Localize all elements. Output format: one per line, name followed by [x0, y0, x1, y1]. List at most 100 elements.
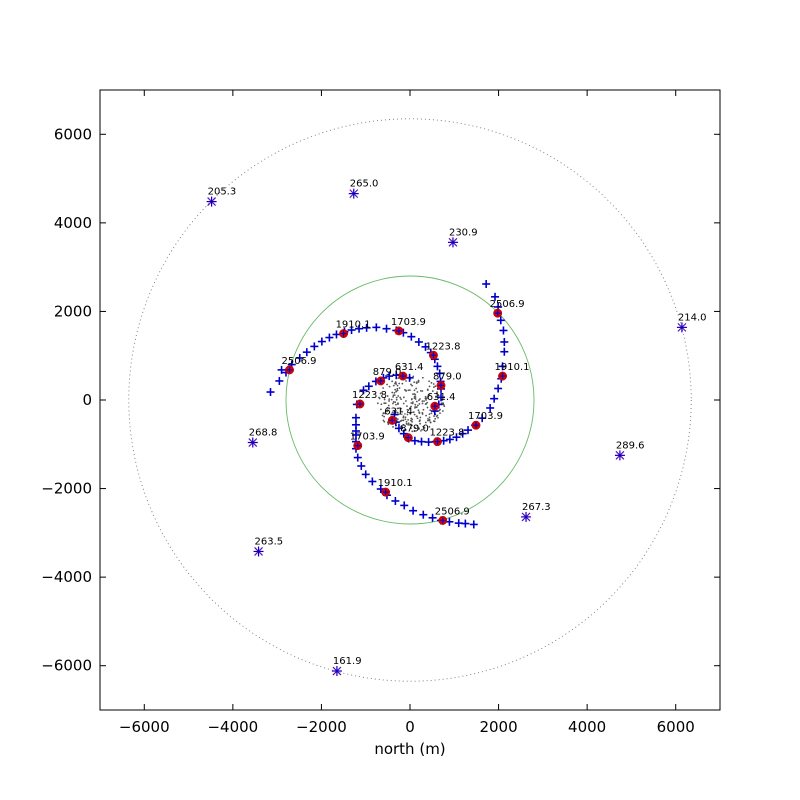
core-point — [392, 384, 395, 387]
core-point — [376, 402, 379, 405]
highlight-point-label: 1910.1 — [336, 320, 371, 331]
core-point — [406, 413, 409, 416]
core-point — [401, 419, 403, 422]
arm-point — [498, 362, 507, 371]
arm-point — [355, 324, 364, 333]
y-tick-label: 0 — [82, 391, 92, 409]
arm-point — [382, 324, 391, 333]
core-point — [433, 415, 435, 417]
core-point — [442, 402, 444, 404]
core-point — [392, 394, 395, 397]
core-point — [416, 424, 419, 427]
arm-point — [496, 316, 505, 325]
core-point — [409, 407, 411, 410]
core-point — [383, 398, 386, 401]
core-point — [402, 424, 405, 426]
core-point — [414, 403, 417, 406]
core-point — [419, 389, 422, 392]
core-point — [393, 394, 396, 397]
arm-point — [464, 426, 473, 435]
core-point — [415, 382, 418, 384]
core-point — [405, 400, 407, 402]
core-point — [397, 395, 400, 397]
core-point — [386, 409, 389, 412]
x-tick-label: 4000 — [568, 718, 606, 736]
core-point — [416, 417, 419, 420]
core-point — [416, 404, 419, 407]
core-point — [421, 428, 423, 431]
plot-area: 2506.91910.11703.91223.8879.0631.41703.9… — [128, 118, 707, 682]
highlight-point-label: 1703.9 — [350, 432, 385, 443]
core-point — [411, 384, 414, 387]
highlight-point-label: 631.4 — [384, 406, 413, 417]
core-point — [411, 418, 414, 421]
core-point — [429, 421, 432, 424]
highlight-point-label: 2506.9 — [435, 506, 470, 517]
core-point — [413, 397, 416, 400]
core-point — [393, 391, 396, 394]
core-point — [404, 429, 407, 432]
core-point — [396, 387, 399, 390]
arm-point — [414, 337, 423, 346]
axes: −6000 −4000 −2000 0 2000 4000 6000 −6000 −4000 −2… — [41, 90, 720, 736]
highlight-point-marker — [405, 434, 412, 441]
highlight-point-marker — [340, 330, 347, 337]
arm-point — [317, 337, 326, 346]
core-point — [384, 412, 387, 415]
arm-point — [361, 470, 370, 479]
core-point — [424, 403, 427, 405]
core-point — [395, 398, 398, 401]
arm-point — [461, 519, 470, 528]
core-point — [431, 390, 434, 392]
arm-point — [410, 436, 419, 445]
highlight-point-marker — [431, 403, 438, 410]
core-point — [417, 381, 420, 383]
core-point — [412, 411, 415, 414]
arm-point — [435, 369, 444, 378]
core-point — [394, 401, 397, 404]
core-point — [382, 412, 385, 415]
core-point — [428, 413, 431, 416]
arm-point — [302, 348, 311, 357]
core-point — [405, 422, 408, 425]
highlight-point-label: 879.0 — [400, 424, 429, 435]
core-point — [437, 416, 439, 419]
core-point — [395, 383, 398, 385]
core-point — [421, 376, 424, 379]
highlight-point-marker — [354, 442, 361, 449]
core-point — [410, 398, 413, 401]
arm-point — [362, 323, 371, 332]
core-point — [399, 396, 402, 399]
core-point — [405, 380, 407, 382]
highlight-point-label: 1223.8 — [352, 390, 387, 401]
core-point — [410, 402, 413, 404]
outer-point-label: 263.5 — [255, 536, 284, 547]
arm-point — [368, 477, 377, 486]
core-point — [425, 399, 427, 401]
arm-point — [400, 501, 409, 510]
core-point — [421, 390, 424, 392]
arm-point — [433, 362, 442, 371]
highlight-point-label: 879.0 — [373, 367, 402, 378]
arm-point — [417, 437, 426, 446]
highlight-point-marker — [389, 417, 396, 424]
core-point — [386, 395, 389, 397]
core-point — [417, 409, 420, 412]
outer-point — [521, 511, 532, 522]
highlight-point-label: 1703.9 — [468, 411, 503, 422]
outer-point-label: 205.3 — [208, 187, 237, 198]
core-point — [391, 391, 394, 394]
core-point — [396, 384, 399, 387]
core-point — [398, 382, 401, 385]
core-point — [429, 409, 432, 412]
arm-point — [332, 330, 341, 339]
core-point — [397, 377, 400, 380]
core-point — [418, 420, 421, 423]
core-point — [430, 381, 433, 384]
arm-point — [391, 496, 400, 505]
highlight-point-marker — [439, 517, 446, 524]
highlight-point-label: 1223.8 — [429, 428, 464, 439]
highlight-point-label: 1910.1 — [378, 478, 413, 489]
core-point — [414, 394, 417, 396]
